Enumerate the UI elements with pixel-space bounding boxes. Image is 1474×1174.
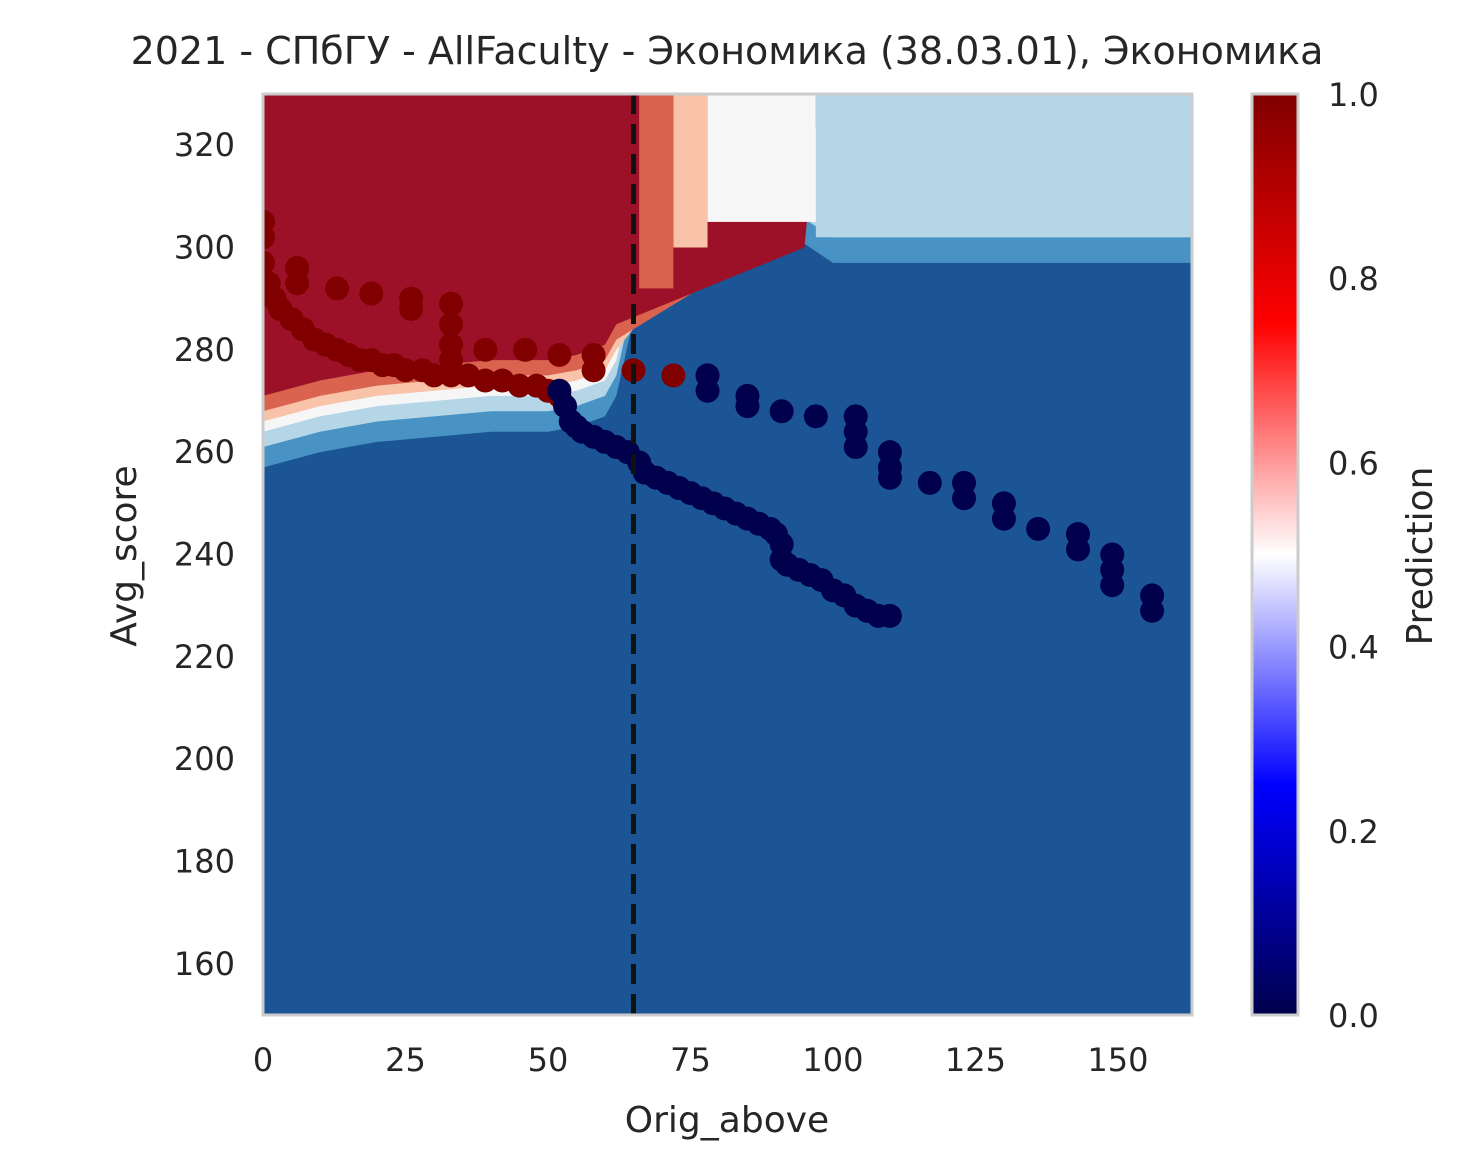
x-axis-label: Orig_above [625,1100,829,1141]
y-tick-label: 280 [174,331,235,369]
scatter-point [399,296,424,321]
scatter-point [1066,537,1091,562]
colorbar-ticks: 0.0 0.2 0.4 0.6 0.8 1.0 [1328,76,1379,1035]
scatter-point [803,404,828,429]
colorbar-tick-label: 1.0 [1328,76,1379,114]
scatter-point [917,470,942,495]
x-tick-label: 50 [528,1041,569,1079]
colorbar-tick-label: 0.0 [1328,997,1379,1035]
scatter-point [359,281,384,306]
y-tick-label: 180 [174,843,235,881]
y-tick-label: 160 [174,945,235,983]
scatter-point [843,435,868,460]
scatter-point [877,465,902,490]
y-axis-label: Avg_score [104,465,145,646]
x-tick-label: 25 [385,1041,426,1079]
scatter-point [507,373,532,398]
y-axis-ticks: 160 180 200 220 240 260 280 300 320 [174,126,235,983]
scatter-point [285,271,310,296]
colorbar-tick-label: 0.6 [1328,444,1379,482]
scatter-point [513,337,538,362]
x-tick-label: 0 [253,1041,273,1079]
data-points [263,209,1165,628]
contour-band [815,94,1192,238]
colorbar-tick-label: 0.8 [1328,260,1379,298]
colorbar-tick-label: 0.4 [1328,629,1379,667]
colorbar-tick-label: 0.2 [1328,813,1379,851]
colorbar-gradient [1250,92,1300,1017]
chart-title: 2021 - СПбГУ - AllFaculty - Экономика (3… [131,29,1324,73]
x-tick-label: 100 [802,1041,863,1079]
scatter-point [547,342,572,367]
y-tick-label: 240 [174,536,235,574]
plot-frame [261,92,1194,1017]
scatter-point [695,378,720,403]
y-tick-label: 300 [174,229,235,267]
colorbar: 0.0 0.2 0.4 0.6 0.8 1.0 Prediction [1250,76,1441,1035]
scatter-point [1026,516,1051,541]
plot-area [263,94,1192,1015]
y-tick-label: 200 [174,740,235,778]
contour-band [673,94,708,248]
x-tick-label: 150 [1087,1041,1148,1079]
scatter-point [877,603,902,628]
x-tick-label: 125 [945,1041,1006,1079]
contour-band [639,94,674,289]
scatter-point [1140,598,1165,623]
y-tick-label: 320 [174,126,235,164]
scatter-point [263,250,275,275]
scatter-point [393,358,418,383]
x-axis-ticks: 0 25 50 75 100 125 150 [253,1041,1149,1079]
colorbar-label: Prediction [1400,467,1441,646]
scatter-point [473,337,498,362]
scatter-point [325,276,350,301]
scatter-point [1100,573,1125,598]
scatter-point [421,363,446,388]
scatter-point [263,225,275,250]
contour-band [707,94,816,222]
scatter-point [439,348,464,373]
scatter-point [661,363,686,388]
x-tick-label: 75 [670,1041,711,1079]
scatter-point [735,394,760,419]
scatter-point [439,291,464,316]
scatter-point [769,399,794,424]
y-tick-label: 220 [174,638,235,676]
scatter-point [581,358,606,383]
y-tick-label: 260 [174,433,235,471]
scatter-point [473,368,498,393]
scatter-point [991,506,1016,531]
scatter-point [952,486,977,511]
scatter-point [439,312,464,337]
